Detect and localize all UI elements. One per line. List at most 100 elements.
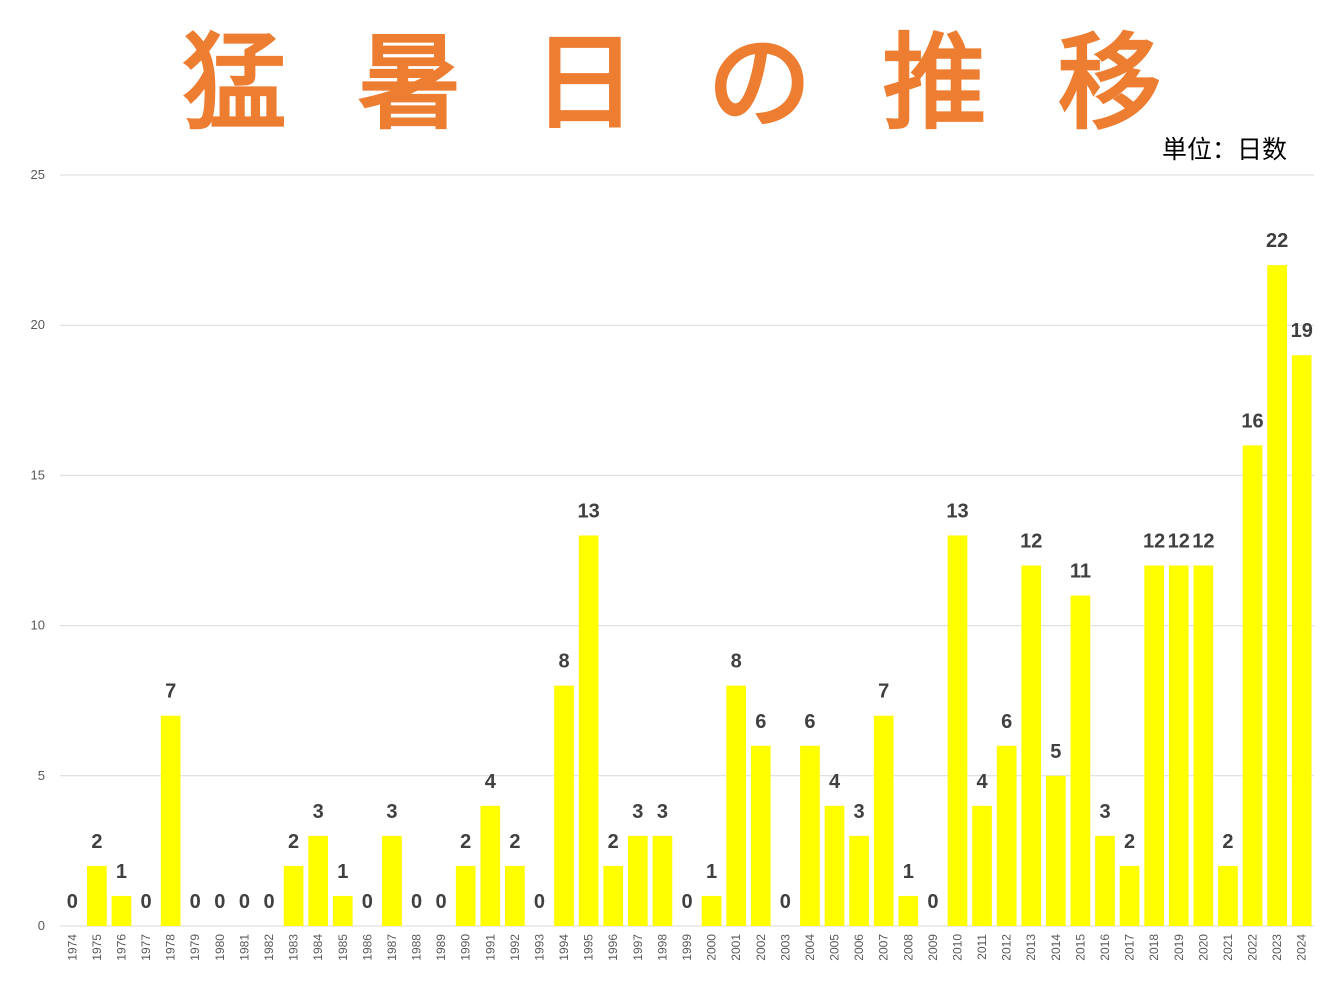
data-label: 0 <box>190 891 201 913</box>
x-tick-label: 1974 <box>65 934 79 961</box>
y-axis: 0 5 10 15 20 25 <box>31 167 45 933</box>
data-label: 3 <box>313 801 324 823</box>
data-label: 2 <box>608 831 619 853</box>
data-label: 4 <box>976 771 988 793</box>
data-label: 8 <box>731 651 742 673</box>
gridlines <box>60 174 1314 927</box>
x-tick-label: 1993 <box>532 934 546 961</box>
data-label: 0 <box>534 891 545 913</box>
x-tick-label: 1979 <box>188 934 202 961</box>
bar <box>1144 565 1165 926</box>
x-tick-label: 1991 <box>483 934 497 961</box>
x-tick-label: 2016 <box>1098 934 1112 961</box>
x-tick-label: 1980 <box>213 934 227 961</box>
data-label: 0 <box>214 891 225 913</box>
bar <box>824 805 845 926</box>
chart-title-char: 猛 <box>182 21 287 144</box>
data-label: 0 <box>140 891 151 913</box>
bar <box>1168 565 1189 926</box>
data-label: 0 <box>362 891 373 913</box>
data-label: 12 <box>1020 531 1042 553</box>
bar <box>332 895 353 926</box>
bar <box>947 535 968 926</box>
bar <box>1267 265 1287 926</box>
chart-title-char: 推 <box>882 21 987 144</box>
chart-title-char: 日 <box>532 21 637 144</box>
x-tick-label: 2001 <box>729 934 743 961</box>
data-label: 3 <box>386 801 397 823</box>
y-tick-label: 15 <box>31 467 45 482</box>
x-tick-label: 1984 <box>311 934 325 961</box>
x-tick-label: 2000 <box>705 934 719 961</box>
bar <box>972 805 992 926</box>
x-tick-label: 2004 <box>803 934 817 961</box>
x-tick-label: 2006 <box>852 934 866 961</box>
data-label: 2 <box>509 831 520 853</box>
data-label: 1 <box>116 861 127 883</box>
x-tick-label: 1987 <box>385 934 399 961</box>
x-tick-label: 2017 <box>1123 934 1137 961</box>
data-label: 4 <box>485 771 497 793</box>
data-label: 0 <box>67 891 78 913</box>
bar <box>283 865 304 926</box>
data-label: 1 <box>337 861 348 883</box>
x-tick-label: 1983 <box>287 934 301 961</box>
x-tick-label: 2022 <box>1246 934 1260 961</box>
x-tick-label: 1977 <box>139 934 153 961</box>
data-label: 0 <box>436 891 447 913</box>
data-label: 0 <box>927 891 938 913</box>
bar <box>160 715 181 926</box>
bar <box>111 895 132 926</box>
x-tick-label: 1996 <box>606 934 620 961</box>
x-tick-label: 1998 <box>655 934 669 961</box>
chart-title: 猛暑日の推移 <box>0 18 1344 144</box>
bar <box>627 835 648 926</box>
bar <box>1242 445 1263 926</box>
data-label: 12 <box>1143 531 1165 553</box>
data-label: 3 <box>632 801 643 823</box>
y-tick-label: 0 <box>38 918 45 933</box>
bar <box>87 865 107 926</box>
data-label: 4 <box>829 771 841 793</box>
data-label: 3 <box>1099 801 1110 823</box>
x-tick-label: 1988 <box>410 934 424 961</box>
data-label: 16 <box>1241 410 1263 432</box>
data-label: 5 <box>1050 741 1061 763</box>
x-tick-label: 1989 <box>434 934 448 961</box>
data-label: 2 <box>1222 831 1233 853</box>
data-label: 3 <box>657 801 668 823</box>
x-tick-label: 1999 <box>680 934 694 961</box>
x-tick-label: 1994 <box>557 934 571 961</box>
x-tick-label: 2021 <box>1221 934 1235 961</box>
data-label: 11 <box>1070 561 1091 583</box>
data-label: 2 <box>91 831 102 853</box>
bar <box>554 685 574 926</box>
x-tick-label: 1981 <box>237 934 251 961</box>
x-tick-label: 2019 <box>1172 934 1186 961</box>
bar <box>1291 355 1312 926</box>
x-axis: 1974 1975 1976 1977 1978 1979 1980 1981 1982 1983… <box>65 934 1308 961</box>
data-label: 0 <box>411 891 422 913</box>
x-tick-label: 2008 <box>901 934 915 961</box>
data-label: 6 <box>1001 711 1012 733</box>
bar <box>480 805 501 926</box>
unit-label: 単位：日数 <box>1161 135 1287 164</box>
bar <box>898 895 919 926</box>
bars <box>87 265 1312 926</box>
bar <box>382 835 402 926</box>
x-tick-label: 1992 <box>508 934 522 961</box>
x-tick-label: 2003 <box>778 934 792 961</box>
data-label: 1 <box>706 861 717 883</box>
x-tick-label: 2009 <box>926 934 940 961</box>
x-tick-label: 2014 <box>1049 934 1063 961</box>
bar <box>1119 865 1140 926</box>
x-tick-label: 2013 <box>1024 934 1038 961</box>
y-tick-label: 10 <box>31 618 45 633</box>
x-tick-label: 2007 <box>877 934 891 961</box>
chart-title-char: 暑 <box>357 21 462 144</box>
bar <box>652 835 673 926</box>
x-tick-label: 1990 <box>459 934 473 961</box>
data-label: 0 <box>239 891 250 913</box>
